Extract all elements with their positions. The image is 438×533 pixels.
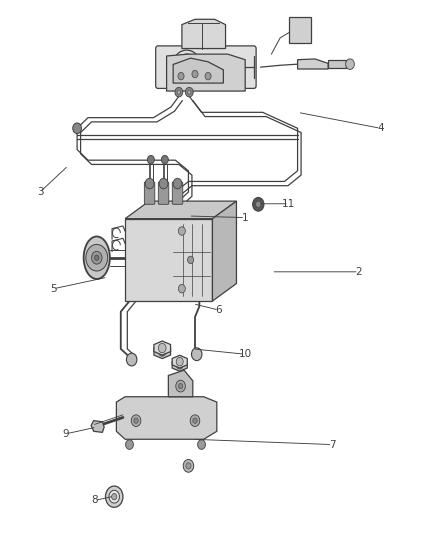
Circle shape bbox=[112, 494, 117, 500]
Circle shape bbox=[95, 255, 99, 261]
Polygon shape bbox=[328, 60, 346, 68]
Circle shape bbox=[86, 245, 108, 271]
Circle shape bbox=[175, 87, 183, 97]
Polygon shape bbox=[172, 356, 187, 368]
Circle shape bbox=[109, 490, 120, 503]
Polygon shape bbox=[168, 370, 193, 397]
Text: 11: 11 bbox=[282, 199, 296, 209]
Circle shape bbox=[145, 178, 154, 189]
FancyBboxPatch shape bbox=[145, 182, 155, 204]
Polygon shape bbox=[182, 19, 226, 49]
Circle shape bbox=[178, 72, 184, 80]
Polygon shape bbox=[125, 201, 237, 219]
Circle shape bbox=[126, 440, 134, 449]
Circle shape bbox=[134, 418, 138, 423]
Polygon shape bbox=[117, 397, 217, 439]
Circle shape bbox=[92, 252, 102, 264]
Circle shape bbox=[178, 285, 185, 293]
Circle shape bbox=[176, 380, 185, 392]
Circle shape bbox=[185, 87, 193, 97]
Circle shape bbox=[177, 90, 180, 94]
Circle shape bbox=[187, 90, 191, 94]
FancyBboxPatch shape bbox=[172, 182, 183, 204]
Circle shape bbox=[256, 201, 261, 207]
Circle shape bbox=[176, 361, 183, 369]
Text: 2: 2 bbox=[355, 267, 362, 277]
Text: 1: 1 bbox=[242, 213, 248, 223]
Polygon shape bbox=[173, 58, 223, 83]
Text: 6: 6 bbox=[215, 305, 223, 315]
Circle shape bbox=[176, 358, 183, 366]
Circle shape bbox=[178, 383, 183, 389]
Text: 3: 3 bbox=[37, 187, 43, 197]
Polygon shape bbox=[172, 359, 187, 371]
Circle shape bbox=[183, 459, 194, 472]
Circle shape bbox=[205, 72, 211, 80]
Circle shape bbox=[198, 440, 205, 449]
Circle shape bbox=[73, 123, 81, 134]
Text: 7: 7 bbox=[329, 440, 336, 450]
Circle shape bbox=[178, 227, 185, 235]
Circle shape bbox=[173, 178, 182, 189]
FancyBboxPatch shape bbox=[155, 46, 256, 88]
Polygon shape bbox=[154, 341, 170, 355]
Circle shape bbox=[187, 256, 194, 264]
Text: 10: 10 bbox=[239, 349, 252, 359]
Circle shape bbox=[190, 415, 200, 426]
Circle shape bbox=[159, 347, 166, 356]
Polygon shape bbox=[166, 54, 245, 91]
Circle shape bbox=[346, 59, 354, 69]
Circle shape bbox=[159, 178, 168, 189]
Circle shape bbox=[148, 156, 154, 164]
Text: 5: 5 bbox=[50, 284, 57, 294]
Polygon shape bbox=[289, 17, 311, 43]
Polygon shape bbox=[212, 201, 237, 301]
Ellipse shape bbox=[84, 237, 110, 279]
Circle shape bbox=[161, 156, 168, 164]
Circle shape bbox=[131, 415, 141, 426]
Circle shape bbox=[193, 418, 197, 423]
Circle shape bbox=[192, 70, 198, 78]
Circle shape bbox=[106, 486, 123, 507]
Circle shape bbox=[191, 348, 202, 361]
Circle shape bbox=[253, 197, 264, 211]
Text: 4: 4 bbox=[377, 123, 384, 133]
Text: 8: 8 bbox=[91, 495, 98, 505]
Circle shape bbox=[186, 463, 191, 469]
FancyBboxPatch shape bbox=[158, 182, 169, 204]
Circle shape bbox=[159, 343, 166, 353]
Circle shape bbox=[127, 353, 137, 366]
Polygon shape bbox=[297, 59, 328, 69]
Polygon shape bbox=[125, 219, 212, 301]
Polygon shape bbox=[91, 421, 104, 432]
Text: 9: 9 bbox=[62, 429, 69, 439]
Polygon shape bbox=[154, 344, 170, 359]
